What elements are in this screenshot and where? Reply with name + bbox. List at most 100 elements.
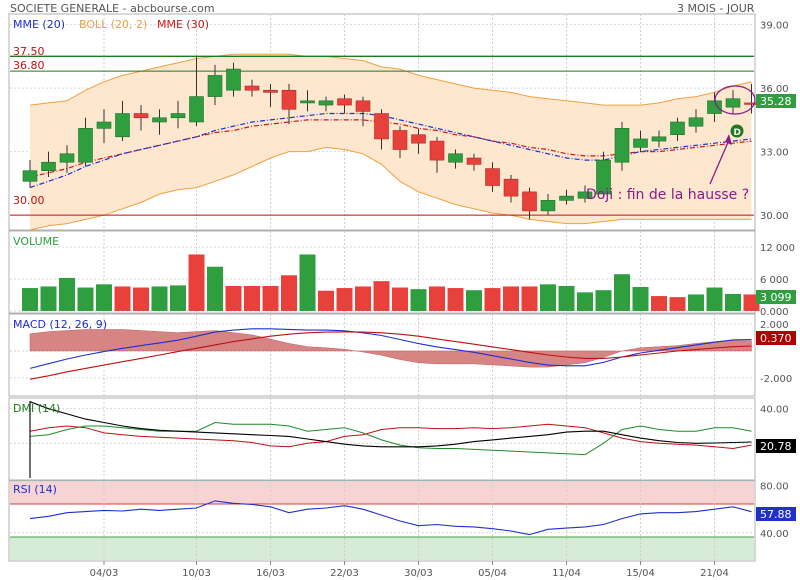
- bollinger-band-fill: [30, 54, 752, 231]
- y-tick-label: -2.000: [760, 374, 792, 385]
- macd-label: MACD (12, 26, 9): [13, 318, 107, 331]
- candle-body: [170, 113, 186, 119]
- macd-y-axis: 2.000 -2.000: [760, 320, 792, 385]
- x-tick-label: 30/03: [404, 568, 433, 579]
- candle-body: [226, 68, 241, 91]
- volume-bar: [40, 286, 57, 311]
- candle-body: [688, 117, 704, 127]
- volume-bar: [521, 286, 538, 311]
- legend-boll: BOLL (20, 2): [79, 18, 147, 31]
- rsi-panel: RSI (14) 80.00 40.00 57.88: [8, 480, 796, 562]
- y-tick-label: 33.00: [760, 148, 789, 159]
- volume-bar: [151, 286, 168, 311]
- volume-bar: [651, 296, 667, 311]
- legend-mme30: MME (30): [157, 18, 209, 31]
- candle-body: [485, 168, 500, 186]
- volume-bar: [262, 285, 279, 311]
- volume-bar: [355, 286, 371, 311]
- x-tick-label: 05/04: [478, 568, 507, 579]
- candle-body: [411, 134, 426, 144]
- candle-body: [41, 161, 56, 172]
- candle-body: [244, 85, 260, 91]
- candle-body: [115, 113, 130, 138]
- candle-body: [392, 130, 408, 150]
- volume-y-axis: 12 000 6 000 0.000: [760, 243, 795, 318]
- volume-bar: [59, 277, 75, 311]
- candle-body: [466, 157, 482, 165]
- annotation-arrow-head: [725, 134, 732, 145]
- volume-bar: [299, 254, 316, 311]
- macd-line: [29, 328, 752, 369]
- chart-title: SOCIETE GENERALE - abcbourse.com: [10, 2, 215, 15]
- annotation-text: Doji : fin de la hausse ?: [586, 187, 749, 203]
- volume-bar: [114, 286, 131, 311]
- volume-bar: [133, 287, 149, 311]
- y-tick-label: 6 000: [760, 275, 789, 286]
- volume-bar: [447, 288, 464, 311]
- price-last-badge: [756, 94, 796, 108]
- date-axis: 04/03 10/03 16/03 22/03 30/03 05/04 11/04 15/04…: [90, 561, 729, 579]
- level-label-1: 37.50: [13, 45, 45, 58]
- y-tick-label: 12 000: [760, 243, 795, 254]
- bollinger-upper-line: [29, 53, 752, 106]
- candle-body: [503, 178, 519, 197]
- x-tick-label: 04/03: [90, 568, 119, 579]
- candle-body: [522, 191, 537, 212]
- rsi-label: RSI (14): [13, 483, 57, 496]
- candle-body: [263, 89, 278, 93]
- volume-label: VOLUME: [13, 235, 59, 248]
- level-label-2: 36.80: [13, 59, 45, 72]
- volume-panel: VOLUME 12 000 6 000 0.000 3 099: [8, 230, 796, 318]
- adx-line: [29, 400, 752, 478]
- candle-body: [670, 121, 685, 136]
- candle-body: [429, 140, 445, 161]
- dmi-label: DMI (14): [13, 402, 60, 415]
- x-tick-label: 22/03: [330, 568, 359, 579]
- volume-bar: [22, 288, 38, 311]
- volume-bar: [410, 289, 427, 311]
- volume-bar: [558, 285, 575, 311]
- candle-body: [152, 117, 167, 123]
- x-tick-label: 15/04: [626, 568, 655, 579]
- volume-bar: [706, 287, 723, 311]
- volume-bar: [244, 285, 260, 311]
- doji-marker-label: D: [734, 128, 741, 138]
- volume-bar: [632, 287, 649, 311]
- volume-bar: [281, 275, 297, 311]
- candle-body: [78, 128, 93, 163]
- x-tick-label: 10/03: [182, 568, 211, 579]
- doji-highlight-circle: [714, 85, 756, 115]
- dmi-plus-line: [29, 421, 752, 456]
- volume-last-value: 3 099: [760, 291, 792, 304]
- volume-bar: [170, 285, 186, 311]
- volume-bar: [466, 290, 482, 311]
- y-tick-label: 2.000: [760, 320, 789, 331]
- y-tick-label: 80.00: [760, 482, 789, 493]
- volume-last-badge: [756, 290, 796, 304]
- volume-bar: [577, 292, 593, 311]
- rsi-line: [29, 500, 752, 536]
- y-tick-label: 30.00: [760, 211, 789, 222]
- volume-bar: [614, 274, 630, 311]
- candle-body: [633, 138, 648, 148]
- candle-body: [59, 153, 75, 163]
- candle-body: [651, 136, 667, 142]
- macd-last-value: 0.370: [760, 332, 792, 345]
- candle-body: [355, 100, 371, 112]
- dmi-last-value: 20.78: [760, 440, 792, 453]
- rsi-y-axis: 80.00 40.00: [760, 482, 789, 540]
- x-tick-label: 16/03: [256, 568, 285, 579]
- candle-body: [189, 96, 204, 123]
- rsi-grid: [10, 482, 754, 560]
- candle-body: [318, 100, 334, 106]
- y-tick-label: 40.00: [760, 529, 789, 540]
- volume-bar: [540, 284, 556, 311]
- y-tick-label: 36.00: [760, 84, 789, 95]
- volume-bar: [96, 284, 112, 311]
- volume-bars: [22, 254, 760, 311]
- volume-bar: [318, 290, 334, 311]
- volume-bar: [595, 290, 612, 311]
- candle-body: [207, 75, 223, 97]
- candle-body: [281, 89, 297, 110]
- volume-bar: [225, 285, 242, 311]
